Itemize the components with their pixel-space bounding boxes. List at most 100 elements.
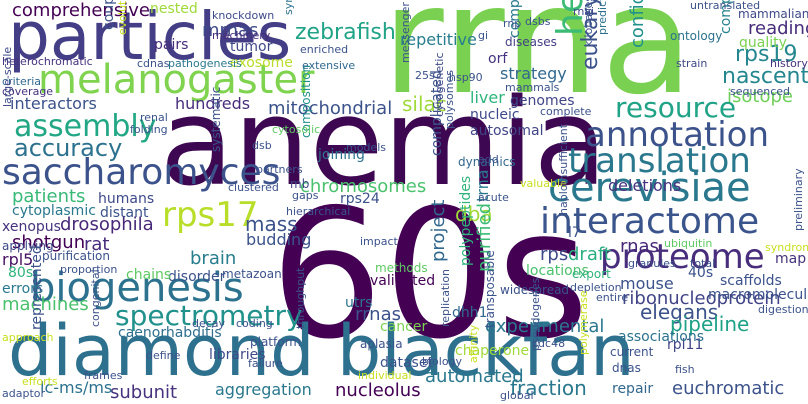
word-translation: translation: [568, 141, 751, 181]
word-syndrome: syndrome: [765, 241, 808, 254]
word-throughput: throughput: [294, 267, 307, 330]
word-ribonucleoprotein: ribonucleoprotein: [622, 288, 781, 309]
word-hsp90: hsp90: [449, 71, 483, 84]
word-untranslated: untranslated: [690, 0, 761, 12]
word-platform: platform: [250, 335, 301, 349]
word-dnas: dnas: [612, 361, 641, 375]
word-total: total: [690, 257, 716, 270]
word-mouse: mouse: [620, 274, 674, 293]
word-experimental: experimental: [485, 316, 605, 337]
word-impact: impact: [360, 235, 398, 248]
word-cytosolic: cytosolic: [272, 123, 321, 136]
word-fraction: fraction: [510, 376, 587, 400]
word-models: models: [346, 141, 386, 154]
word-exosome: exosome: [230, 55, 293, 71]
word-particles: particles: [8, 0, 292, 75]
word-80s: 80s: [8, 265, 34, 281]
word-validated: validated: [370, 273, 436, 289]
word-pathogenesis: pathogenesis: [168, 57, 242, 70]
word-comprehensive: comprehensive: [12, 0, 150, 21]
word-pseudogenes: pseudogenes: [529, 277, 542, 351]
word-mammals: mammals: [505, 81, 560, 94]
word-mb: mb: [290, 177, 310, 191]
word-cdnas: cdnas: [137, 57, 170, 70]
word-shotgun: shotgun: [12, 232, 86, 253]
word-reading: reading: [748, 18, 808, 39]
word-hundreds: hundreds: [175, 94, 251, 113]
word-zebrafish: zebrafish: [295, 20, 396, 45]
word-chaperone: chaperone: [455, 343, 530, 359]
word-affinity: affinity: [467, 324, 480, 363]
word-euchromatic: euchromatic: [672, 378, 785, 399]
word-dhh1: dhh1: [452, 305, 488, 321]
word-granules: granules: [628, 257, 676, 270]
word-ubiquitin: ubiquitin: [664, 237, 713, 250]
word-systematic: systematic: [209, 86, 223, 152]
word-entire: entire: [596, 291, 629, 304]
word-adaptor: adaptor: [2, 387, 46, 400]
word-enriched: enriched: [300, 43, 349, 56]
word-resource: resource: [615, 91, 737, 124]
word-aplasia: aplasia: [360, 337, 403, 351]
word-rat: rat: [84, 234, 110, 255]
word-orf: orf: [488, 51, 508, 67]
word-saccharomyces: saccharomyces: [2, 152, 281, 193]
word-quality: quality: [739, 35, 787, 51]
word-export: export: [572, 267, 611, 281]
word-isotope: isotope: [727, 86, 793, 107]
word-machinery: machinery: [212, 29, 271, 42]
word-metazoan: metazoan: [222, 267, 282, 281]
word-prediction: prediction: [596, 0, 609, 35]
word-distant: distant: [100, 205, 149, 221]
word-preliminary: preliminary: [792, 168, 805, 231]
word-interactors: interactors: [10, 94, 97, 113]
word-proteome: proteome: [600, 237, 765, 277]
word-heterochromatic: heterochromatic: [2, 55, 93, 68]
word-macromolecular: macromolecular: [708, 287, 808, 303]
word-brain: brain: [190, 248, 237, 269]
word-autosomal: autosomal: [470, 123, 544, 139]
word-cerevisiae: cerevisiae: [548, 165, 751, 211]
word-individual: individual: [358, 369, 412, 382]
word-chromosomes: chromosomes: [300, 176, 427, 197]
word-evolutionary: evolutionary: [116, 0, 129, 35]
word-efforts: efforts: [22, 375, 58, 388]
word-xenopus: xenopus: [2, 219, 61, 235]
word-biology: biology: [422, 355, 463, 368]
word-pairs: pairs: [154, 37, 189, 53]
word-scaffolds: scaffolds: [720, 273, 782, 289]
word-synthesis: synthesis: [282, 0, 295, 15]
word-interactome: interactome: [540, 201, 760, 242]
word-nascent: nascent: [722, 64, 808, 89]
word-messenger: messenger: [399, 2, 412, 63]
word-chains: chains: [126, 267, 172, 283]
word-dsbs: dsbs: [525, 15, 551, 28]
word-gi: gi: [478, 29, 489, 42]
word-elegans: elegans: [640, 300, 719, 324]
word-depletion: depletion: [570, 281, 622, 294]
word-purification: purification: [42, 249, 110, 263]
word-mass: mass: [245, 212, 298, 236]
word-widespread: widespread: [500, 283, 570, 297]
word-biogenesis: biogenesis: [30, 265, 244, 311]
word-replication: replication: [439, 268, 452, 327]
word-knockdown: knockdown: [212, 9, 275, 22]
word-repetitive: repetitive: [400, 30, 477, 49]
word-cdc48: cdc48: [532, 337, 566, 350]
word-applying: applying: [2, 239, 54, 253]
word-rps24: rps24: [340, 191, 380, 207]
word-congenital: congenital: [89, 269, 102, 327]
word-add: add: [478, 153, 499, 166]
word-gaps: gaps: [292, 189, 319, 202]
word-nested: nested: [150, 1, 198, 17]
word-machines: machines: [2, 294, 89, 315]
word-dsb: dsb: [252, 139, 272, 152]
word-folding: folding: [130, 123, 168, 136]
word-diamond-blackfan: diamond blackfan: [8, 310, 635, 392]
word-rps19: rps19: [735, 42, 798, 67]
word-patients: patients: [12, 186, 86, 207]
word-define: define: [146, 349, 181, 362]
word-liver: liver: [470, 88, 505, 107]
word-rnai: rnai: [573, 5, 595, 18]
